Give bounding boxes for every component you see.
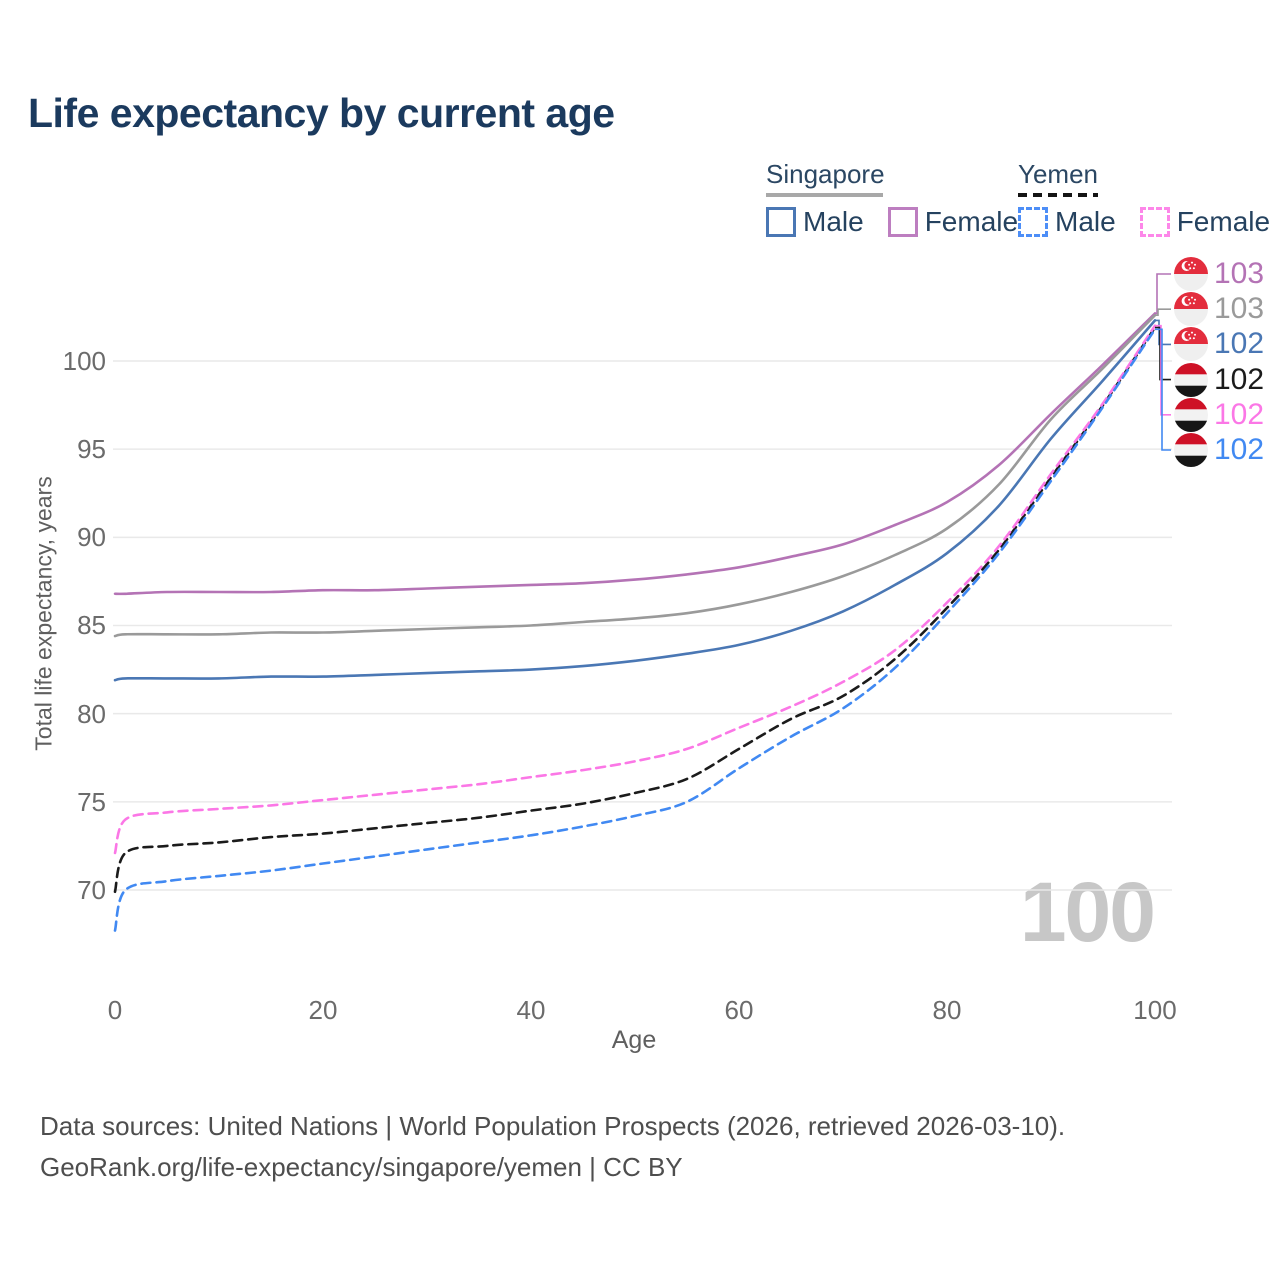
yemen-female-checkbox[interactable] (1139, 207, 1170, 237)
x-tick-label: 80 (932, 995, 962, 1025)
leader-line (1155, 308, 1171, 316)
page-title: Life expectancy by current age (28, 90, 615, 136)
singapore-male-checkbox[interactable] (766, 207, 796, 237)
singapore-female-label: Female (924, 206, 1019, 237)
series-line-singapore-both-sexes (113, 313, 1157, 638)
end-label-value: 103 (1214, 257, 1265, 290)
end-label-row-singapore-both-sexes: 103 (1174, 292, 1264, 327)
singapore-line-swatch (766, 193, 883, 197)
x-tick-label: 100 (1133, 995, 1177, 1025)
leader-line (1155, 328, 1171, 451)
yemen-flag-icon (1174, 397, 1208, 432)
footer-attribution: GeoRank.org/life-expectancy/singapore/ye… (40, 1152, 683, 1182)
series-line-yemen-female (113, 324, 1157, 855)
yemen-female-label: Female (1176, 206, 1271, 237)
end-label-value: 102 (1214, 397, 1265, 431)
end-label-row-singapore-male: 102 (1174, 327, 1264, 362)
yemen-male-label: Male (1055, 206, 1116, 237)
singapore-flag-icon (1174, 327, 1208, 362)
yemen-line-swatch (1018, 193, 1098, 197)
x-tick-label: 60 (724, 995, 754, 1025)
legend-group-yemen: Yemen Male Female (1018, 160, 1270, 238)
singapore-flag-icon (1174, 292, 1208, 327)
x-tick-label: 40 (516, 995, 546, 1025)
singapore-flag-icon (1174, 257, 1208, 291)
end-label-row-yemen-female: 102 (1174, 397, 1264, 432)
footer: Data sources: United Nations | World Pop… (40, 1106, 1065, 1188)
end-label-value: 102 (1214, 433, 1265, 466)
y-tick-label: 100 (62, 346, 106, 376)
footer-sources: Data sources: United Nations | World Pop… (40, 1111, 1066, 1141)
yemen-male-checkbox[interactable] (1018, 207, 1048, 237)
y-tick-label: 85 (77, 610, 106, 641)
y-tick-label: 80 (77, 698, 106, 729)
series-line-yemen-male (113, 328, 1157, 932)
end-label-row-yemen-both-sexes: 102 (1174, 362, 1264, 397)
yemen-flag-icon (1174, 433, 1208, 467)
series-line-yemen-both-sexes (113, 326, 1157, 894)
y-tick-label: 90 (77, 522, 106, 553)
leader-line (1155, 324, 1171, 416)
y-tick-label: 75 (77, 786, 106, 817)
x-axis-title: Age (611, 1026, 657, 1054)
y-tick-label: 70 (77, 874, 106, 905)
leader-line (1155, 326, 1171, 381)
end-label-value: 103 (1214, 292, 1265, 326)
legend-title-yemen: Yemen (1018, 159, 1098, 189)
legend-title-singapore: Singapore (766, 159, 885, 189)
end-label-row-yemen-male: 102 (1174, 433, 1264, 467)
x-tick-label: 0 (107, 995, 123, 1025)
singapore-female-checkbox[interactable] (887, 207, 918, 237)
leader-line (1155, 319, 1171, 346)
series-line-singapore-female (113, 312, 1157, 596)
x-tick-label: 20 (308, 995, 338, 1025)
end-label-value: 102 (1214, 362, 1265, 396)
yemen-flag-icon (1174, 362, 1208, 397)
singapore-male-label: Male (803, 206, 864, 237)
age-watermark: 100 (1019, 865, 1156, 959)
end-label-row-singapore-female: 103 (1174, 257, 1264, 291)
end-label-value: 102 (1214, 327, 1265, 361)
series-line-singapore-male (113, 319, 1157, 682)
y-tick-label: 95 (77, 434, 106, 465)
leader-line (1155, 273, 1171, 315)
legend: Singapore Male Female Yemen Male Female (0, 160, 1280, 240)
legend-group-singapore: Singapore Male Female (766, 160, 1018, 238)
